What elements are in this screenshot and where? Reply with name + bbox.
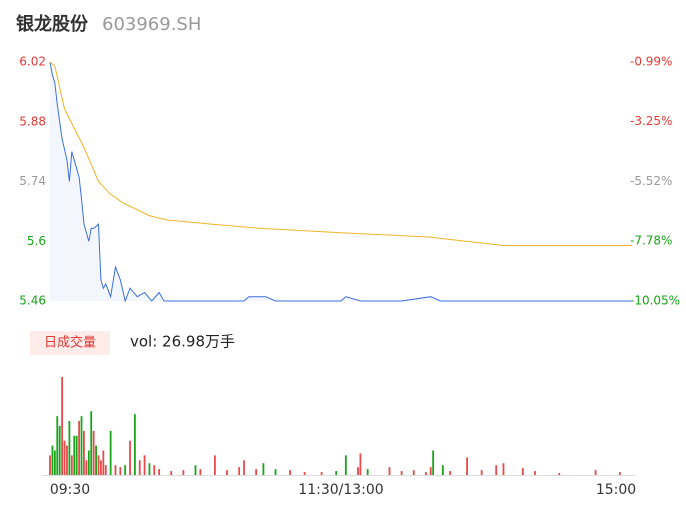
volume-bar (148, 463, 151, 475)
volume-bar (495, 465, 498, 475)
price-area (50, 62, 632, 301)
volume-bar (262, 463, 265, 475)
price-line (49, 61, 632, 303)
volume-bar (502, 463, 505, 475)
volume-bar (100, 460, 102, 475)
volume-bar (357, 467, 359, 475)
volume-bar (133, 414, 136, 475)
volume-bar (61, 376, 64, 475)
volume-bar (594, 470, 597, 475)
volume-bar (78, 421, 80, 475)
volume-bar (424, 472, 427, 475)
volume-bar (274, 469, 277, 475)
y-tick-label: 5.6 (27, 234, 46, 248)
volume-bar (63, 440, 66, 475)
volume-bar (238, 467, 241, 475)
volume-bar (73, 435, 76, 475)
volume-bar (80, 416, 83, 475)
volume-bar (49, 455, 51, 475)
volume-bar (449, 471, 452, 475)
y2-tick-label: -5.52% (630, 174, 672, 188)
volume-bar (534, 471, 536, 475)
volume-bar (92, 430, 95, 475)
volume-bar (214, 455, 216, 475)
volume-bar (83, 430, 85, 475)
volume-label: vol: 26.98万手 (130, 333, 235, 351)
x-tick-label: 11:30/13:00 (298, 482, 383, 498)
volume-bar (432, 450, 435, 475)
volume-bar (194, 465, 197, 475)
volume-bar (320, 472, 323, 475)
volume-bar (618, 472, 621, 475)
volume-bar (102, 450, 105, 475)
volume-bar (388, 467, 391, 475)
volume-bar (97, 455, 100, 475)
y-tick-label: 6.02 (19, 55, 46, 69)
volume-bar (85, 460, 88, 475)
volume-bar (56, 416, 59, 475)
volume-bar (441, 465, 444, 475)
volume-bar (480, 470, 483, 475)
volume-bar (429, 467, 432, 475)
volume-bar (226, 470, 228, 475)
volume-bar (90, 411, 93, 475)
volume-bar (104, 465, 107, 475)
volume-bar (366, 469, 369, 475)
volume-bar (119, 467, 122, 475)
y-tick-label: 5.88 (19, 114, 46, 128)
volume-bar (289, 470, 291, 475)
volume-bar (158, 469, 161, 475)
volume-bar (153, 465, 156, 475)
average-line (49, 61, 632, 246)
volume-bar (303, 472, 306, 475)
y-tick-label: 5.46 (19, 294, 46, 308)
volume-bar (129, 440, 131, 475)
volume-bar (124, 465, 127, 475)
y-tick-label: 5.74 (19, 174, 46, 188)
tab-bg[interactable] (30, 331, 110, 355)
volume-bar (558, 473, 561, 475)
x-tick-label: 09:30 (50, 482, 90, 498)
stock-code: 603969.SH (102, 14, 201, 35)
volume-bar (138, 460, 141, 475)
volume-bar (143, 455, 146, 475)
volume-bar (53, 450, 56, 475)
volume-bar (66, 445, 68, 475)
volume-bar (109, 430, 112, 475)
x-tick-label: 15:00 (596, 482, 636, 498)
volume-bar (114, 465, 117, 475)
volume-bar (335, 471, 338, 475)
y2-tick-label: -3.25% (630, 114, 672, 128)
volume-bar (87, 450, 90, 475)
volume-bar (255, 469, 258, 475)
volume-bar (344, 455, 347, 475)
y2-tick-label: -0.99% (630, 55, 672, 69)
volume-bar (68, 421, 71, 475)
volume-bar (75, 435, 78, 475)
volume-bar (70, 455, 73, 475)
volume-bar (466, 457, 468, 475)
volume-tab[interactable]: 日成交量 (44, 335, 96, 351)
volume-bar (412, 470, 415, 475)
stock-name: 银龙股份 (16, 13, 89, 35)
volume-bar (182, 470, 185, 475)
volume-bar (243, 460, 245, 475)
volume-bar (95, 445, 97, 475)
volume-bar (199, 469, 202, 475)
volume-bar (521, 468, 524, 475)
volume-bar (400, 471, 403, 475)
volume-bar (58, 425, 61, 475)
volume-bar (170, 471, 173, 475)
y2-tick-label: -10.05% (630, 294, 680, 308)
volume-bar (51, 445, 54, 475)
volume-bar (359, 453, 362, 475)
y2-tick-label: -7.78% (630, 234, 672, 248)
